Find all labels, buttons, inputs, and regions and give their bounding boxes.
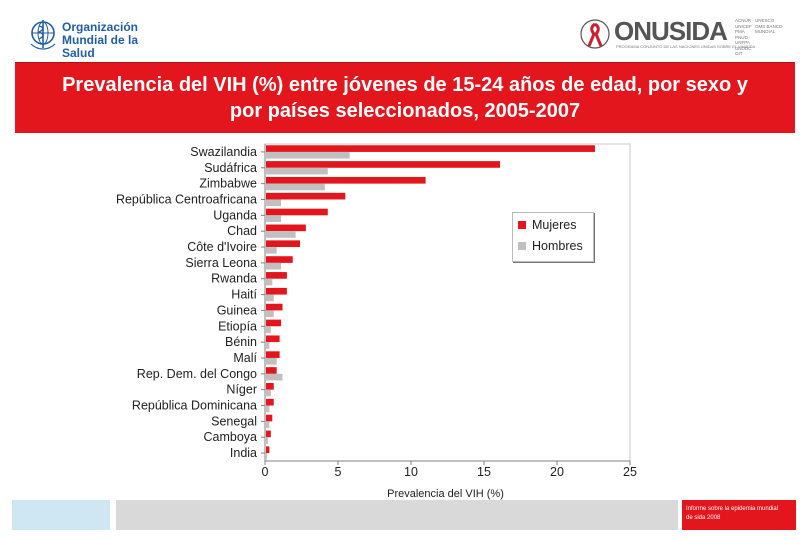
bar-women bbox=[266, 287, 287, 295]
footer-left-panel bbox=[12, 500, 110, 530]
x-tick-label: 5 bbox=[335, 465, 342, 479]
footer-note: Informe sobre la epidemia mundial de sid… bbox=[686, 506, 779, 521]
bar-women bbox=[266, 319, 282, 327]
unaids-subtitle: PROGRAMA CONJUNTO DE LAS NACIONES UNIDAS… bbox=[616, 44, 756, 49]
bar-chart: 0 5 10 15 20 25 Prevalencia del VIH (%) Swazila… bbox=[116, 143, 637, 500]
footer-middle-panel bbox=[116, 500, 678, 530]
legend-item-men: Hombres bbox=[518, 239, 583, 253]
bar-women bbox=[266, 383, 274, 390]
bar-men bbox=[266, 215, 282, 222]
bar-women bbox=[266, 145, 595, 152]
x-tick-label: 20 bbox=[550, 465, 564, 479]
bar-women bbox=[266, 224, 306, 232]
bar-men bbox=[266, 167, 328, 175]
bar-men bbox=[266, 389, 271, 397]
bar-men bbox=[266, 247, 277, 254]
bar-men bbox=[266, 357, 277, 365]
bar-women bbox=[266, 367, 277, 374]
bar-men bbox=[266, 278, 273, 286]
plot-frame bbox=[264, 143, 631, 462]
who-emblem-icon bbox=[30, 20, 56, 50]
x-tick-label: 10 bbox=[404, 465, 418, 479]
who-name: Organización Mundial de la Salud bbox=[62, 20, 139, 60]
plot-area: 0 5 10 15 20 25 Prevalencia del VIH (%) Swazila… bbox=[116, 143, 637, 500]
category-label: Haití bbox=[231, 288, 257, 302]
bar-men bbox=[266, 262, 282, 270]
footer-note-panel: Informe sobre la epidemia mundial de sid… bbox=[682, 500, 796, 530]
unaids-logo: ONUSIDA PROGRAMA CONJUNTO DE LAS NACIONE… bbox=[580, 14, 795, 56]
category-label: Guinea bbox=[217, 303, 257, 317]
category-label: Rep. Dem. del Congo bbox=[137, 367, 257, 381]
category-label: Sudáfrica bbox=[204, 161, 257, 175]
category-label: Bénin bbox=[225, 335, 257, 349]
who-logo: Organización Mundial de la Salud bbox=[22, 16, 182, 60]
legend-label-men: Hombres bbox=[532, 239, 583, 253]
bar-women bbox=[266, 446, 270, 454]
bar-men bbox=[266, 405, 270, 413]
bar-women bbox=[266, 176, 426, 184]
chart-title: Prevalencia del VIH (%) entre jóvenes de… bbox=[62, 74, 748, 122]
bar-men bbox=[266, 373, 283, 381]
bar-women bbox=[266, 303, 283, 311]
bar-women bbox=[266, 430, 271, 438]
ribbon-icon bbox=[580, 19, 610, 49]
bar-men bbox=[266, 453, 267, 460]
bar-women bbox=[266, 398, 274, 406]
bar-men bbox=[266, 342, 270, 349]
bar-men bbox=[266, 231, 296, 238]
category-label: República Centroafricana bbox=[116, 192, 257, 206]
category-label: Senegal bbox=[211, 414, 257, 428]
bar-women bbox=[266, 272, 287, 279]
category-label: Sierra Leona bbox=[185, 256, 257, 270]
category-label: Zimbabwe bbox=[199, 177, 257, 191]
category-label: Swazilandia bbox=[190, 145, 257, 159]
category-label: Etiopía bbox=[218, 319, 257, 333]
title-banner: Prevalencia del VIH (%) entre jóvenes de… bbox=[15, 62, 795, 133]
bar-men bbox=[266, 183, 325, 191]
bar-women bbox=[266, 161, 501, 168]
chart-legend: Mujeres Hombres bbox=[512, 212, 594, 262]
bar-women bbox=[266, 256, 293, 263]
x-axis-label: Prevalencia del VIH (%) bbox=[387, 488, 504, 500]
category-label: Malí bbox=[233, 351, 257, 365]
category-label: Chad bbox=[227, 224, 257, 238]
category-label: Rwanda bbox=[211, 272, 257, 286]
bar-men bbox=[266, 437, 268, 444]
unaids-cosponsors-2: UNESCO OMS BANCO MUNDIAL bbox=[755, 18, 783, 34]
bar-men bbox=[266, 199, 282, 207]
bar-men bbox=[266, 294, 274, 302]
category-label: Camboya bbox=[204, 430, 258, 444]
x-tick-label: 25 bbox=[623, 465, 637, 479]
bar-women bbox=[266, 351, 280, 358]
legend-swatch-men bbox=[518, 242, 526, 250]
unaids-name: ONUSIDA bbox=[614, 16, 728, 46]
legend-label-women: Mujeres bbox=[532, 218, 577, 232]
category-label: India bbox=[230, 446, 257, 460]
bar-women bbox=[266, 335, 280, 343]
x-tick-label: 0 bbox=[262, 465, 269, 479]
bar-men bbox=[266, 421, 270, 429]
bar-men bbox=[266, 326, 271, 333]
unaids-cosponsors-1: ACNUR UNICEF PMA PNUD UNFPA UNODC OIT bbox=[735, 18, 752, 56]
bar-women bbox=[266, 192, 346, 200]
bar-men bbox=[266, 151, 350, 159]
category-label: Uganda bbox=[213, 208, 257, 222]
x-tick-label: 15 bbox=[477, 465, 491, 479]
legend-item-women: Mujeres bbox=[518, 218, 576, 232]
legend-swatch-women bbox=[518, 221, 526, 229]
bar-women bbox=[266, 208, 328, 216]
bar-women bbox=[266, 240, 301, 248]
category-label: República Dominicana bbox=[132, 399, 257, 413]
bar-women bbox=[266, 414, 273, 422]
category-label: Côte d'Ivoire bbox=[187, 240, 257, 254]
bar-men bbox=[266, 310, 274, 318]
category-label: Níger bbox=[226, 383, 257, 397]
